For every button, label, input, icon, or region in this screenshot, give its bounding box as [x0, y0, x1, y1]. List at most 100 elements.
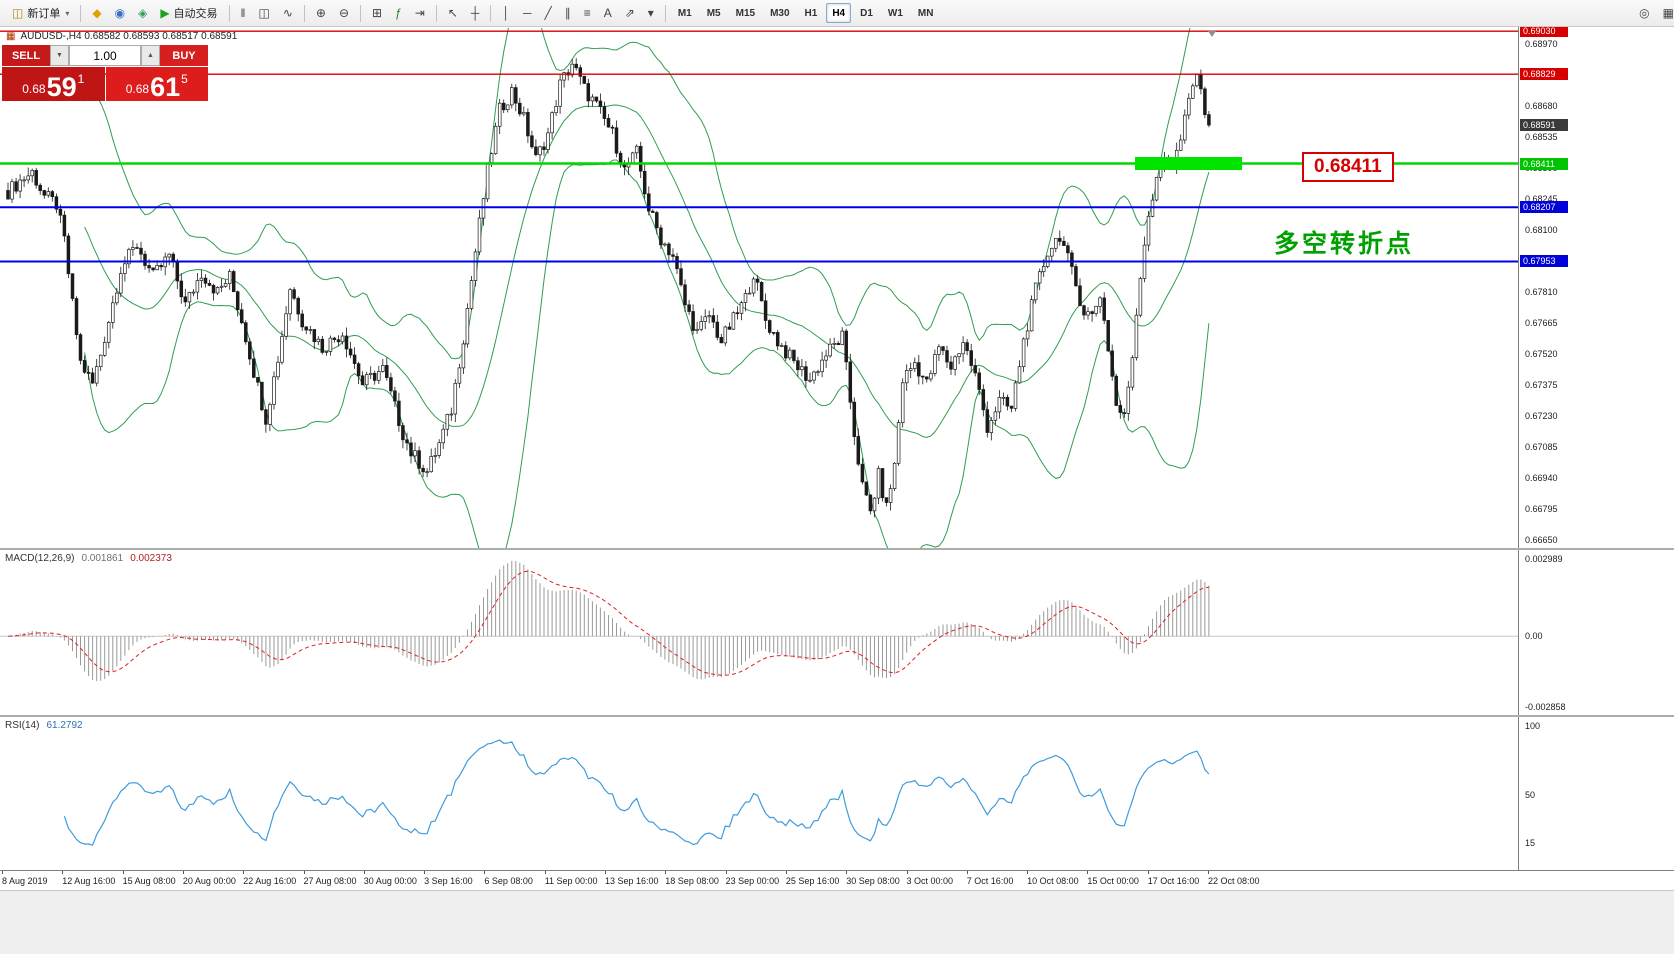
timeframe-h1[interactable]: H1 [804, 7, 818, 19]
sell-price-button[interactable]: 0.68 59 1 [2, 67, 105, 101]
layout-button[interactable]: ▦ [1657, 2, 1674, 24]
macd-signal-value: 0.002373 [130, 553, 172, 564]
candlestick-chart-button[interactable]: ◫ [253, 2, 276, 24]
price-level-tag[interactable]: 0.68829 [1520, 68, 1568, 81]
buy-price-pip: 5 [181, 72, 188, 86]
price-level-tag[interactable]: 0.69030 [1520, 25, 1568, 38]
new-order-icon: ◫ [12, 6, 24, 20]
time-axis-tick [1147, 871, 1149, 874]
new-order-button[interactable]: ◫ 新订单 ▾ [6, 2, 75, 24]
volume-up-button[interactable]: ▲ [141, 45, 160, 66]
navigator-button[interactable]: ◉ [109, 2, 131, 24]
trendline-tool-button[interactable]: ╱ [538, 2, 557, 24]
buy-price-button[interactable]: 0.68 61 5 [105, 67, 208, 101]
chart-shift-button[interactable]: ⇥ [409, 2, 431, 24]
tile-windows-button[interactable]: ⊞ [366, 2, 388, 24]
arrows-tool-icon: ⇗ [624, 6, 635, 20]
bar-chart-button[interactable]: ‖ [235, 2, 252, 24]
text-tool-button[interactable]: A [598, 2, 618, 24]
time-axis-label: 23 Sep 00:00 [725, 876, 780, 886]
price-level-tag[interactable]: 0.67953 [1520, 255, 1568, 268]
quick-search-button[interactable]: ◎ [1633, 2, 1655, 24]
chart-title-text: AUDUSD-,H4 0.68582 0.68593 0.68517 0.685… [20, 31, 238, 42]
vertical-line-tool-button[interactable]: │ [496, 2, 516, 24]
zoom-out-icon: ⊖ [338, 6, 350, 20]
crosshair-tool-button[interactable]: ┼ [465, 2, 486, 24]
macd-rsi-separator[interactable] [0, 715, 1674, 717]
zoom-in-button[interactable]: ⊕ [310, 2, 332, 24]
trendline-tool-icon: ╱ [544, 6, 552, 20]
channel-tool-button[interactable]: ∥ [559, 2, 577, 24]
rsi-panel-canvas[interactable] [0, 718, 1518, 870]
timeframe-d1[interactable]: D1 [860, 7, 873, 19]
time-axis-label: 27 Aug 08:00 [303, 876, 357, 886]
shapes-menu-button[interactable]: ▾ [642, 2, 660, 24]
price-level-tag[interactable]: 0.68207 [1520, 201, 1568, 214]
chart-title: ▦ AUDUSD-,H4 0.68582 0.68593 0.68517 0.6… [6, 31, 237, 42]
price-level-tag[interactable]: 0.68411 [1520, 157, 1568, 170]
time-axis-tick [665, 871, 667, 874]
chart-macd-separator[interactable] [0, 548, 1674, 550]
volume-input[interactable] [69, 45, 141, 66]
timeframe-m15[interactable]: M15 [735, 7, 756, 19]
time-axis-tick [62, 871, 64, 874]
buy-button[interactable]: BUY [160, 45, 208, 66]
quick-search-icon: ◎ [1639, 6, 1650, 20]
fibonacci-tool-button[interactable]: ≡ [578, 2, 597, 24]
line-chart-icon: ∿ [282, 6, 293, 20]
auto-trading-button[interactable]: ▶ 自动交易 [154, 2, 223, 24]
time-axis-label: 30 Aug 00:00 [363, 876, 417, 886]
time-axis-tick [1027, 871, 1029, 874]
time-axis-tick [122, 871, 124, 874]
time-axis-tick [906, 871, 908, 874]
time-axis-label: 20 Aug 00:00 [182, 876, 236, 886]
toolbar-separator [490, 4, 492, 22]
price-chart-canvas[interactable] [0, 28, 1518, 548]
market-watch-button[interactable]: ◆ [86, 2, 107, 24]
turning-point-note[interactable]: 多空转折点 [1274, 230, 1415, 258]
terminal-button[interactable]: ◈ [132, 2, 153, 24]
time-axis-label: 17 Oct 16:00 [1147, 876, 1200, 886]
time-axis-tick [785, 871, 787, 874]
chart-shift-icon: ⇥ [414, 6, 425, 20]
timeframe-w1[interactable]: W1 [887, 7, 903, 19]
zoom-out-button[interactable]: ⊖ [333, 2, 355, 24]
rsi-name: RSI(14) [5, 720, 40, 731]
fibonacci-tool-icon: ≡ [583, 6, 591, 20]
time-axis-tick [1208, 871, 1209, 874]
time-axis-label: 18 Sep 08:00 [665, 876, 719, 886]
toolbar-separator [228, 4, 230, 22]
timeframe-m30[interactable]: M30 [770, 7, 790, 19]
cursor-tool-button[interactable]: ↖ [442, 2, 464, 24]
price-axis-label: 0.68970 [1525, 39, 1558, 50]
time-axis-tick [363, 871, 365, 874]
time-axis[interactable]: 8 Aug 2019 12 Aug 16:00 15 Aug 08:00 20 Aug… [0, 870, 1674, 891]
timeframe-m5[interactable]: M5 [706, 7, 721, 19]
timeframe-mn[interactable]: MN [917, 7, 934, 19]
rsi-axis-label: 100 [1525, 721, 1541, 731]
arrows-tool-button[interactable]: ⇗ [619, 2, 641, 24]
time-axis-label: 7 Oct 16:00 [966, 876, 1014, 886]
indicators-button[interactable]: ƒ [389, 2, 408, 24]
time-axis-label: 11 Sep 00:00 [544, 876, 598, 886]
time-axis-label: 15 Oct 00:00 [1087, 876, 1139, 886]
line-chart-button[interactable]: ∿ [277, 2, 299, 24]
price-axis[interactable]: 0.689700.688250.686800.685350.683900.682… [1518, 25, 1674, 890]
navigator-icon: ◉ [114, 6, 126, 20]
price-axis-label: 0.68100 [1525, 225, 1558, 236]
auto-trading-label: 自动交易 [173, 8, 218, 20]
price-level-callout[interactable]: 0.68411 [1302, 152, 1394, 182]
vertical-line-tool-icon: │ [502, 6, 510, 20]
horizontal-line-tool-button[interactable]: ─ [517, 2, 538, 24]
time-axis-label: 6 Sep 08:00 [484, 876, 533, 886]
auto-trading-icon: ▶ [160, 6, 170, 20]
price-axis-label: 0.67520 [1525, 349, 1558, 360]
timeframe-h4[interactable]: H4 [826, 3, 852, 23]
macd-panel-canvas[interactable] [0, 551, 1518, 715]
current-price-tag[interactable]: 0.68591 [1520, 119, 1568, 132]
sell-button[interactable]: SELL [2, 45, 50, 66]
macd-axis-label: -0.002858 [1525, 702, 1566, 712]
timeframe-m1[interactable]: M1 [677, 7, 692, 19]
time-axis-tick [303, 871, 305, 874]
volume-down-button[interactable]: ▼ [50, 45, 69, 66]
